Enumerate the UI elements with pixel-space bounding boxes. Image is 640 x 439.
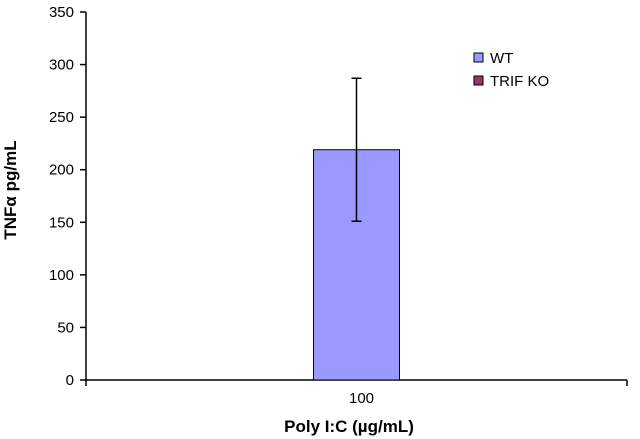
y-axis: 0 50 100 150 200 250 300 350 <box>49 4 87 389</box>
legend-label: TRIF KO <box>490 73 549 90</box>
legend-swatch <box>473 75 484 86</box>
y-tick-label: 200 <box>49 162 74 179</box>
legend-label: WT <box>490 50 513 67</box>
y-tick-label: 150 <box>49 214 74 231</box>
x-axis-title: Poly I:C (µg/mL) <box>284 417 414 436</box>
x-ticks: 100 <box>85 380 628 407</box>
y-axis-title: TNFα pg/mL <box>1 140 20 239</box>
legend-swatch <box>473 52 484 63</box>
y-tick-label: 50 <box>57 319 74 336</box>
y-tick-label: 300 <box>49 57 74 74</box>
x-tick-label: 100 <box>349 390 374 407</box>
error-bars <box>351 77 362 222</box>
y-ticks: 0 50 100 150 200 250 300 350 <box>49 4 86 389</box>
y-tick-label: 250 <box>49 109 74 126</box>
y-tick-label: 0 <box>66 372 74 389</box>
x-axis: 100 <box>85 379 628 407</box>
y-tick-label: 350 <box>49 4 74 21</box>
y-tick-label: 100 <box>49 267 74 284</box>
legend: WT TRIF KO <box>473 50 549 90</box>
